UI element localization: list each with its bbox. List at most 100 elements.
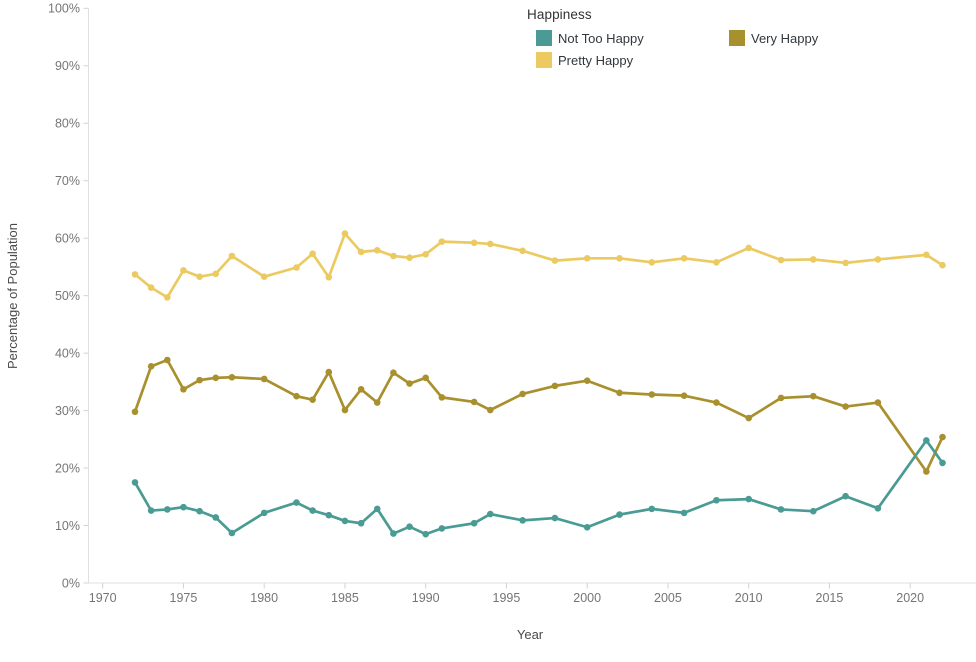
- data-point-very-happy[interactable]: [923, 468, 930, 475]
- data-point-pretty-happy[interactable]: [147, 284, 155, 291]
- data-point-not-too-happy[interactable]: [583, 523, 591, 531]
- data-point-not-too-happy[interactable]: [147, 507, 155, 514]
- data-point-pretty-happy[interactable]: [680, 254, 688, 262]
- data-point-pretty-happy[interactable]: [745, 244, 752, 252]
- data-point-pretty-happy[interactable]: [616, 254, 623, 262]
- data-point-not-too-happy[interactable]: [325, 511, 333, 519]
- data-point-very-happy[interactable]: [164, 356, 171, 364]
- legend-item-very-happy[interactable]: Very Happy: [729, 30, 818, 46]
- data-point-not-too-happy[interactable]: [422, 530, 430, 538]
- data-point-pretty-happy[interactable]: [810, 256, 817, 263]
- data-point-very-happy[interactable]: [616, 389, 623, 397]
- data-point-very-happy[interactable]: [293, 392, 300, 400]
- data-point-not-too-happy[interactable]: [470, 519, 478, 527]
- data-point-very-happy[interactable]: [519, 390, 526, 398]
- data-point-not-too-happy[interactable]: [357, 519, 365, 527]
- data-point-not-too-happy[interactable]: [406, 523, 413, 530]
- data-point-very-happy[interactable]: [390, 369, 397, 376]
- data-point-not-too-happy[interactable]: [648, 505, 656, 513]
- data-point-pretty-happy[interactable]: [519, 247, 526, 255]
- data-point-not-too-happy[interactable]: [438, 525, 446, 532]
- data-point-very-happy[interactable]: [648, 391, 656, 398]
- legend-item-pretty-happy[interactable]: Pretty Happy: [536, 52, 633, 68]
- data-point-very-happy[interactable]: [470, 398, 478, 406]
- data-point-pretty-happy[interactable]: [341, 230, 349, 237]
- data-point-very-happy[interactable]: [680, 392, 688, 399]
- data-point-pretty-happy[interactable]: [470, 239, 478, 247]
- data-point-very-happy[interactable]: [438, 394, 446, 401]
- data-point-pretty-happy[interactable]: [325, 273, 333, 281]
- data-point-not-too-happy[interactable]: [390, 530, 397, 537]
- data-point-pretty-happy[interactable]: [842, 259, 849, 267]
- data-point-very-happy[interactable]: [551, 382, 559, 390]
- data-point-pretty-happy[interactable]: [228, 252, 236, 260]
- data-point-very-happy[interactable]: [777, 394, 785, 402]
- data-point-pretty-happy[interactable]: [438, 238, 446, 245]
- data-point-very-happy[interactable]: [212, 374, 220, 382]
- data-point-not-too-happy[interactable]: [164, 506, 171, 513]
- data-point-not-too-happy[interactable]: [939, 459, 946, 467]
- data-point-not-too-happy[interactable]: [373, 505, 381, 513]
- data-point-not-too-happy[interactable]: [551, 514, 559, 522]
- data-point-very-happy[interactable]: [147, 363, 155, 370]
- data-point-not-too-happy[interactable]: [131, 479, 139, 486]
- data-point-not-too-happy[interactable]: [309, 507, 316, 514]
- data-point-not-too-happy[interactable]: [293, 499, 300, 506]
- data-point-very-happy[interactable]: [745, 414, 752, 422]
- data-point-not-too-happy[interactable]: [616, 511, 623, 518]
- data-point-pretty-happy[interactable]: [131, 271, 139, 278]
- data-point-pretty-happy[interactable]: [212, 270, 220, 278]
- data-point-pretty-happy[interactable]: [293, 264, 300, 271]
- data-point-very-happy[interactable]: [341, 406, 349, 414]
- data-point-pretty-happy[interactable]: [390, 252, 397, 260]
- data-point-not-too-happy[interactable]: [810, 507, 817, 515]
- data-point-pretty-happy[interactable]: [164, 294, 171, 301]
- data-point-not-too-happy[interactable]: [874, 504, 882, 512]
- data-point-very-happy[interactable]: [196, 376, 203, 384]
- data-point-very-happy[interactable]: [874, 399, 882, 406]
- data-point-not-too-happy[interactable]: [341, 517, 349, 525]
- data-point-very-happy[interactable]: [713, 399, 720, 406]
- data-point-not-too-happy[interactable]: [777, 506, 785, 513]
- data-point-not-too-happy[interactable]: [923, 437, 930, 444]
- data-point-very-happy[interactable]: [309, 396, 316, 403]
- data-point-very-happy[interactable]: [583, 377, 591, 385]
- data-point-not-too-happy[interactable]: [842, 492, 849, 500]
- data-point-pretty-happy[interactable]: [713, 259, 720, 266]
- data-point-not-too-happy[interactable]: [228, 529, 236, 537]
- legend-item-not-too-happy[interactable]: Not Too Happy: [536, 30, 644, 46]
- data-point-pretty-happy[interactable]: [939, 261, 946, 269]
- data-point-not-too-happy[interactable]: [196, 507, 203, 515]
- data-point-pretty-happy[interactable]: [777, 256, 785, 264]
- data-point-pretty-happy[interactable]: [583, 254, 591, 262]
- data-point-pretty-happy[interactable]: [422, 250, 430, 258]
- data-point-very-happy[interactable]: [357, 386, 365, 393]
- data-point-pretty-happy[interactable]: [648, 259, 656, 266]
- data-point-very-happy[interactable]: [260, 375, 268, 383]
- data-point-not-too-happy[interactable]: [212, 514, 220, 521]
- data-point-very-happy[interactable]: [325, 368, 333, 376]
- data-point-very-happy[interactable]: [406, 380, 413, 387]
- data-point-not-too-happy[interactable]: [260, 509, 268, 517]
- data-point-pretty-happy[interactable]: [551, 257, 559, 264]
- data-point-very-happy[interactable]: [939, 433, 946, 441]
- data-point-not-too-happy[interactable]: [487, 510, 494, 518]
- data-point-pretty-happy[interactable]: [309, 250, 316, 257]
- data-point-very-happy[interactable]: [373, 399, 381, 406]
- data-point-not-too-happy[interactable]: [680, 509, 688, 517]
- data-point-very-happy[interactable]: [842, 403, 849, 410]
- data-point-pretty-happy[interactable]: [180, 267, 187, 274]
- data-point-pretty-happy[interactable]: [260, 273, 268, 280]
- data-point-pretty-happy[interactable]: [923, 251, 930, 259]
- data-point-pretty-happy[interactable]: [406, 254, 413, 262]
- data-point-not-too-happy[interactable]: [519, 517, 526, 524]
- data-point-very-happy[interactable]: [810, 392, 817, 400]
- data-point-not-too-happy[interactable]: [713, 496, 720, 504]
- data-point-very-happy[interactable]: [487, 406, 494, 414]
- data-point-pretty-happy[interactable]: [874, 256, 882, 263]
- data-point-very-happy[interactable]: [422, 374, 430, 382]
- data-point-not-too-happy[interactable]: [180, 503, 187, 511]
- data-point-very-happy[interactable]: [228, 373, 236, 381]
- data-point-very-happy[interactable]: [131, 408, 139, 416]
- data-point-not-too-happy[interactable]: [745, 495, 752, 503]
